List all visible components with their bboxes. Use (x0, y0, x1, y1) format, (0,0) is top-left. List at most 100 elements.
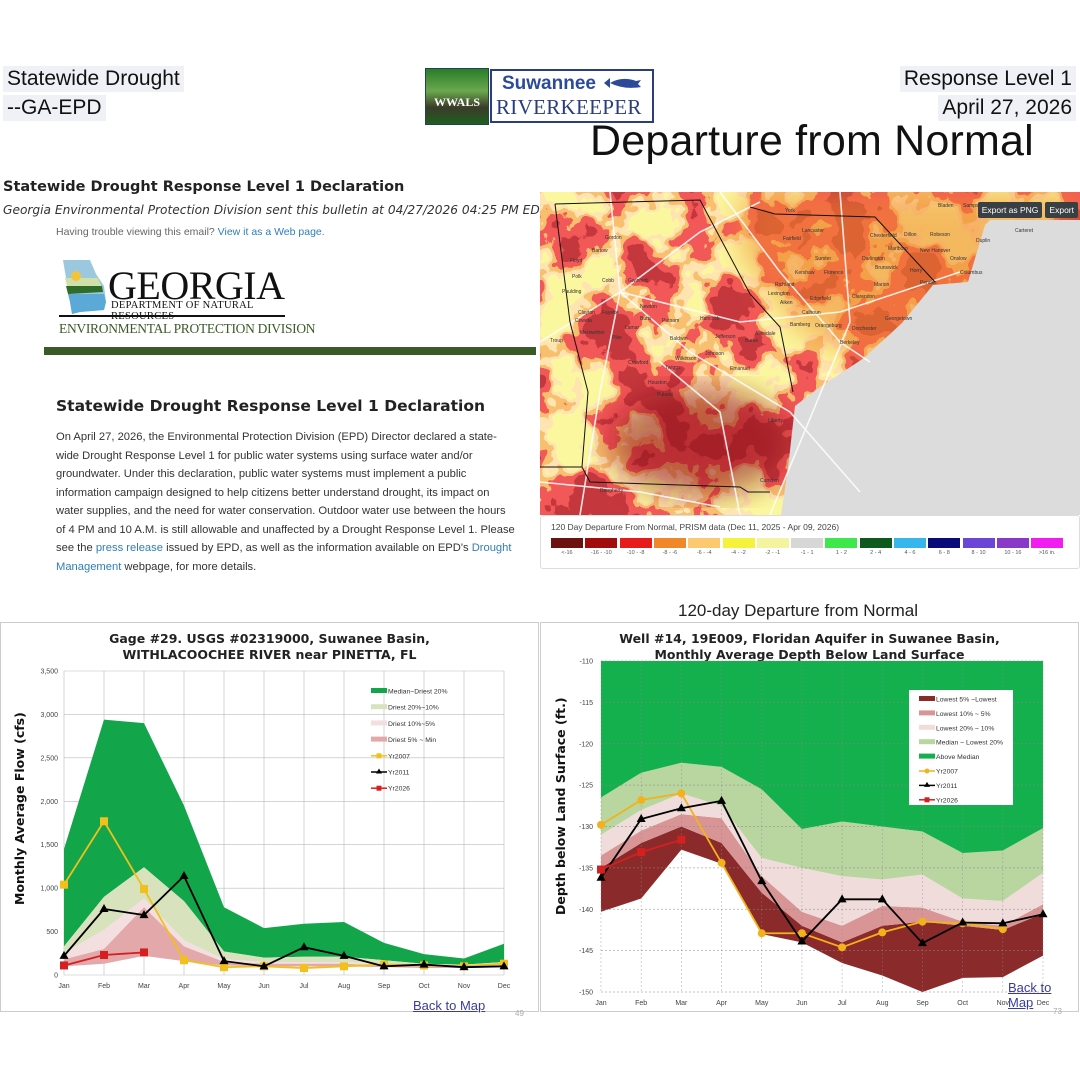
chart-plot: 0 500 1,000 1,500 2,000 2,500 3,000 3,500 Jan Feb… (40, 669, 511, 991)
place-label: Calhoun (802, 310, 821, 316)
page-number: 49 (515, 1009, 524, 1018)
chart-title-line2: Monthly Average Depth Below Land Surface (654, 647, 965, 662)
y-tick-label: -130 (579, 824, 593, 831)
legend-label: Median~Driest 20% (388, 689, 448, 696)
email-title: Statewide Drought Response Level 1 Decla… (3, 179, 405, 195)
y-tick-label: 1,000 (40, 886, 58, 893)
view-web-page-link[interactable]: View it as a Web page. (217, 226, 325, 238)
x-tick-label: Aug (338, 983, 351, 990)
x-tick-label: Feb (98, 983, 110, 990)
place-label: Pike (612, 335, 622, 341)
place-label: Liberty (768, 418, 784, 424)
georgia-dnr-logo: GEORGIA DEPARTMENT OF NATURAL RESOURCES … (58, 258, 316, 340)
data-point (717, 858, 726, 867)
legend-label: Median ~ Lowest 20% (936, 740, 1003, 747)
place-label: Lexington (768, 291, 790, 297)
legend-label: Driest 5% ~ Min (388, 737, 436, 744)
data-point (998, 918, 1008, 927)
legend-swatch (653, 538, 686, 548)
place-label: Coweta (575, 318, 592, 324)
x-tick-label: Dec (1037, 1000, 1050, 1007)
data-point (918, 917, 927, 926)
legend-label: Yr2007 (388, 753, 410, 760)
legend-label: <-16 (561, 550, 573, 556)
place-label: Polk (572, 274, 582, 280)
data-point (924, 768, 930, 774)
data-point (597, 820, 605, 829)
departure-map[interactable]: Gordon Bartow Floyd Polk Cobb Gwinnett Pauldin… (540, 192, 1080, 515)
map-canvas[interactable]: Gordon Bartow Floyd Polk Cobb Gwinnett Pauldin… (540, 192, 1080, 515)
place-label: Burke (745, 338, 758, 344)
data-point (878, 928, 887, 937)
back-to-map-link[interactable]: Back to Map (413, 998, 486, 1013)
place-label: Sampson (963, 203, 984, 209)
data-point (376, 768, 382, 774)
legend-label: Driest 10%~5% (388, 721, 435, 728)
section-title: 120-day Departure from Normal (678, 601, 918, 620)
x-tick-label: Apr (179, 983, 191, 990)
ocean (781, 220, 1080, 515)
y-tick-label: 3,500 (40, 669, 58, 676)
data-point (677, 835, 686, 844)
x-tick-label: Oct (957, 1000, 968, 1007)
data-point (757, 876, 767, 885)
legend-label: -2 - -1 (765, 550, 781, 556)
x-tick-label: Nov (458, 983, 471, 990)
band-median-lowest-20- (601, 762, 1043, 901)
state-borders (540, 199, 936, 493)
legend-label: Yr2011 (936, 783, 958, 790)
data-point (99, 903, 109, 912)
data-point (379, 961, 389, 970)
legend-label: 6 - 8 (938, 550, 950, 556)
place-label: Aiken (780, 300, 793, 306)
data-point (60, 880, 68, 889)
y-tick-label: 2,500 (40, 755, 58, 762)
data-point (419, 959, 429, 968)
place-label: Johnson (705, 351, 724, 357)
place-label: Florence (824, 270, 844, 276)
place-label: Robeson (930, 232, 950, 238)
chart-title-line1: Gage #29. USGS #02319000, Suwanee Basin, (109, 631, 430, 646)
place-label: Gordon (605, 235, 622, 241)
data-point (717, 795, 727, 804)
place-label: Richland (775, 282, 795, 288)
export-png-button[interactable]: Export as PNG (977, 202, 1043, 218)
data-point (837, 894, 847, 903)
place-label: Marion (874, 282, 890, 288)
email-body-text-2: issued by EPD, as well as the informatio… (162, 542, 472, 554)
legend-label: Yr2026 (936, 797, 958, 804)
legend-label: 1 - 2 (835, 550, 847, 556)
place-label: Baldwin (670, 336, 688, 342)
place-label: Edgefield (810, 296, 831, 302)
place-label: Paulding (562, 289, 582, 295)
x-tick-label: Jun (258, 983, 269, 990)
y-tick-label: -120 (579, 741, 593, 748)
place-label: Fayette (602, 310, 619, 316)
y-tick-label: -150 (579, 990, 593, 997)
x-tick-label: Dec (498, 983, 511, 990)
x-tick-label: Sep (378, 983, 391, 990)
back-to-map-link[interactable]: Back to Map (1008, 980, 1052, 1010)
data-point (998, 925, 1007, 934)
data-point (499, 961, 509, 970)
place-label: Lancaster (802, 228, 824, 234)
email-divider-bar (44, 347, 536, 355)
place-label: Fairfield (783, 236, 801, 242)
legend-swatch (859, 538, 892, 548)
x-tick-label: Sep (916, 1000, 929, 1007)
data-point (140, 948, 148, 957)
data-point (180, 956, 188, 965)
export-button[interactable]: Export (1045, 202, 1078, 218)
wwals-logo: WWALS (425, 68, 489, 125)
data-point (376, 753, 382, 759)
legend-label: Driest 20%~10% (388, 705, 439, 712)
data-point (676, 803, 686, 812)
series-line-yr2011 (600, 799, 1044, 945)
y-tick-label: -145 (579, 948, 593, 955)
place-label: Cobb (602, 278, 614, 284)
data-point (877, 894, 887, 903)
drought-management-link[interactable]: Drought Management (56, 542, 512, 573)
press-release-link[interactable]: press release (95, 542, 163, 554)
place-label: Emanuel (730, 366, 750, 372)
place-label: Floyd (570, 258, 582, 264)
